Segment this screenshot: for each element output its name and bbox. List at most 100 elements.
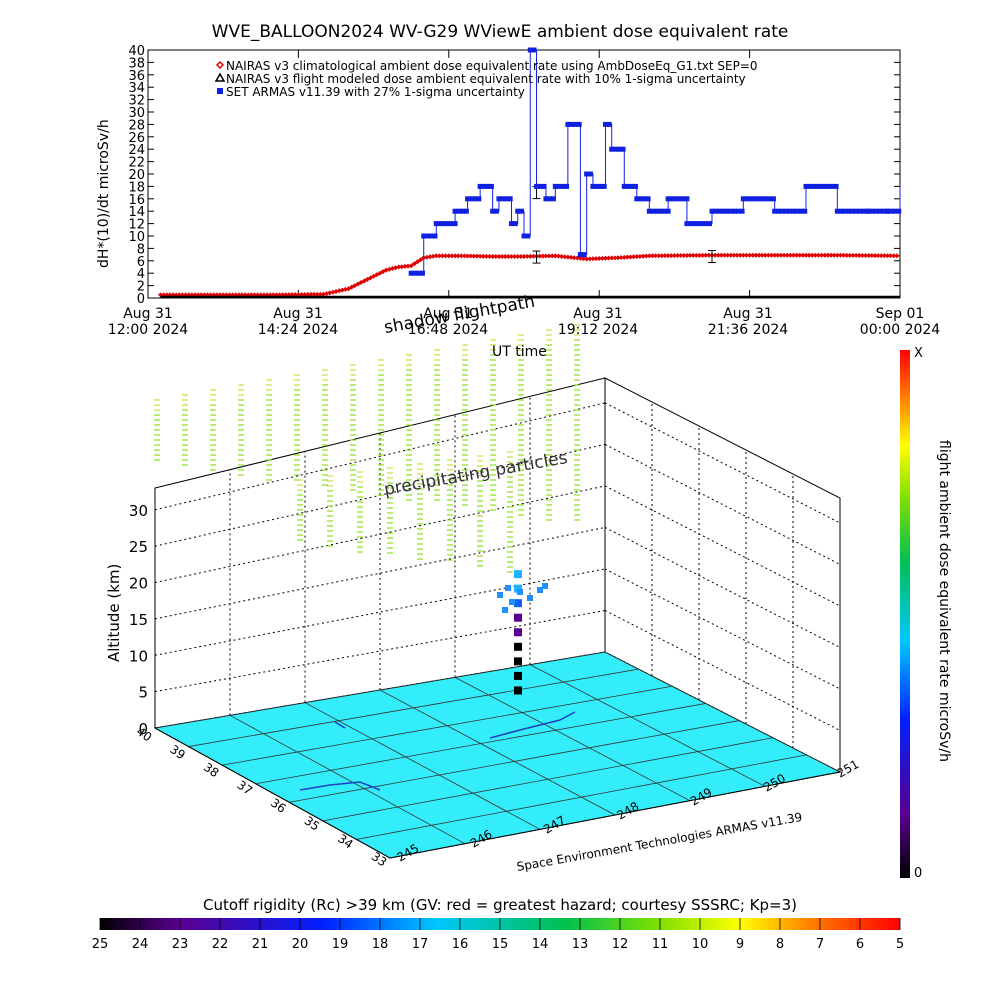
rigidity-tick-label: 16 <box>452 937 469 952</box>
series-nairas-clim-point <box>765 252 771 258</box>
series-armas-point <box>645 196 651 202</box>
y-tick-label: 8 <box>137 242 145 257</box>
y-tick-label: 38 <box>128 56 145 71</box>
x-axis-label-ut-time: UT time <box>492 344 547 360</box>
series-nairas-clim-point <box>518 253 524 259</box>
series-armas-point <box>665 196 671 202</box>
series-armas-point <box>625 183 631 189</box>
series-nairas-clim-point <box>505 253 511 259</box>
series-nairas-clim-point <box>414 259 420 265</box>
series-armas-point <box>833 183 839 189</box>
series-armas-point <box>724 208 730 214</box>
series-nairas-clim-point <box>487 253 493 259</box>
series-armas-point <box>527 47 533 53</box>
series-nairas-clim-point <box>468 253 474 259</box>
series-armas-point <box>432 233 438 239</box>
flight-path-point <box>542 583 548 589</box>
series-nairas-clim-point <box>640 253 646 259</box>
series-armas-point <box>811 183 817 189</box>
series-armas-point <box>609 146 615 152</box>
rigidity-tick-label: 18 <box>372 937 389 952</box>
series-armas-point <box>518 208 524 214</box>
floor-grid-line <box>454 676 691 802</box>
series-nairas-clim-point <box>884 253 890 259</box>
series-nairas-clim-point <box>878 253 884 259</box>
series-armas-point <box>534 183 540 189</box>
series-armas-point <box>437 221 443 227</box>
y-tick-label: 34 <box>128 81 145 96</box>
series-armas-point <box>606 121 612 127</box>
series-nairas-clim-point <box>737 252 743 258</box>
series-armas-point <box>755 196 761 202</box>
flight-path-marks <box>497 570 548 695</box>
legend-entry-nairas-flight: NAIRAS v3 flight modeled dose ambient eq… <box>226 72 746 86</box>
series-nairas-clim-point <box>549 253 555 259</box>
series-nairas-clim-point <box>853 252 859 258</box>
series-armas-point <box>572 121 578 127</box>
series-nairas-clim-point <box>678 253 684 259</box>
series-nairas-clim-line <box>160 254 901 296</box>
floor-grid-line <box>379 689 616 816</box>
series-armas-point <box>490 208 496 214</box>
series-armas-point <box>807 183 813 189</box>
series-nairas-clim-point <box>725 252 731 258</box>
floor-grid-line <box>304 702 541 830</box>
series-nairas-clim-point <box>762 252 768 258</box>
series-nairas-clim-point <box>424 254 430 260</box>
series-armas-point <box>512 221 518 227</box>
series-armas-point <box>688 221 694 227</box>
rigidity-tick-label: 15 <box>492 937 509 952</box>
rigidity-tick-label: 21 <box>252 937 269 952</box>
series-nairas-clim-point <box>480 253 486 259</box>
series-armas-point <box>638 196 644 202</box>
series-nairas-clim-point <box>875 253 881 259</box>
series-armas-point <box>577 252 583 258</box>
series-armas-point <box>869 208 875 214</box>
series-nairas-clim-point <box>490 253 496 259</box>
series-nairas-clim-point <box>521 253 527 259</box>
y-tick-label: 28 <box>128 118 145 133</box>
series-armas-point <box>590 183 596 189</box>
series-armas-point <box>476 196 482 202</box>
series-nairas-clim-point <box>559 253 565 259</box>
series-nairas-clim-point <box>750 252 756 258</box>
series-armas-point <box>699 221 705 227</box>
series-nairas-clim-point <box>530 253 536 259</box>
series-nairas-clim-point <box>537 253 543 259</box>
series-nairas-clim-point <box>418 257 424 263</box>
series-nairas-clim-point <box>443 253 449 259</box>
flight-path-point <box>514 628 522 637</box>
series-nairas-clim-point <box>540 253 546 259</box>
series-nairas-clim-point <box>665 253 671 259</box>
series-armas-point <box>849 208 855 214</box>
series-armas-point <box>888 208 894 214</box>
series-nairas-clim-point <box>562 254 568 260</box>
series-nairas-clim-point <box>718 252 724 258</box>
series-nairas-clim-point <box>712 252 718 258</box>
series-nairas-clim-point <box>772 252 778 258</box>
series-nairas-clim-point <box>743 252 749 258</box>
axis-longitude <box>389 771 841 859</box>
rigidity-tick-label: 25 <box>92 937 109 952</box>
series-armas-point <box>448 221 454 227</box>
series-nairas-clim-point <box>668 253 674 259</box>
series-nairas-clim-point <box>305 291 311 297</box>
series-nairas-clim-point <box>847 252 853 258</box>
series-nairas-clim-point <box>759 252 765 258</box>
series-armas-point <box>569 121 575 127</box>
series-nairas-clim-point <box>828 252 834 258</box>
series-armas-point <box>508 221 514 227</box>
rigidity-tick-label: 5 <box>896 937 904 952</box>
series-armas-point <box>873 208 879 214</box>
series-nairas-clim-point <box>850 252 856 258</box>
series-armas-point <box>433 221 439 227</box>
series-armas-point <box>661 208 667 214</box>
series-nairas-clim-point <box>775 252 781 258</box>
series-armas-point <box>684 196 690 202</box>
series-armas-point <box>629 183 635 189</box>
latitude-tick-label: 40 <box>134 724 155 744</box>
series-armas-point <box>576 121 582 127</box>
series-armas-point <box>488 183 494 189</box>
altitude-tick-label: 30 <box>129 502 148 520</box>
series-nairas-clim-point <box>819 252 825 258</box>
